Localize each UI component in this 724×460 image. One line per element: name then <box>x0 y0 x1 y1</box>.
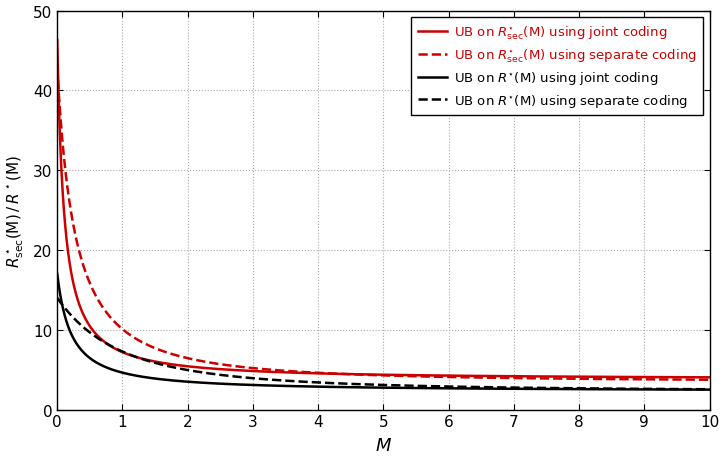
UB on $R^{\star}({\rm M})$ using joint coding <box>476 386 485 391</box>
UB on $R^{\star}({\rm M})$ using separate coding <box>53 295 62 301</box>
UB on $R^{\star}({\rm M})$ using joint coding <box>53 271 62 277</box>
Line: UB on $R^{\star}_{\rm sec}({\rm M})$ using separate coding: UB on $R^{\star}_{\rm sec}({\rm M})$ usi… <box>57 67 709 380</box>
UB on $R^{\star}_{\rm sec}({\rm M})$ using separate coding <box>302 369 311 375</box>
X-axis label: M: M <box>375 437 391 454</box>
UB on $R^{\star}_{\rm sec}({\rm M})$ using joint coding <box>704 375 713 380</box>
UB on $R^{\star}({\rm M})$ using joint coding <box>444 386 452 391</box>
Y-axis label: $R^\star_{\rm sec}({\rm M})\,/\,R^\star({\rm M})$: $R^\star_{\rm sec}({\rm M})\,/\,R^\star(… <box>6 154 26 267</box>
Line: UB on $R^{\star}({\rm M})$ using separate coding: UB on $R^{\star}({\rm M})$ using separat… <box>57 298 709 390</box>
UB on $R^{\star}_{\rm sec}({\rm M})$ using joint coding <box>539 374 548 379</box>
UB on $R^{\star}_{\rm sec}({\rm M})$ using joint coding <box>476 374 485 379</box>
UB on $R^{\star}_{\rm sec}({\rm M})$ using separate coding <box>476 375 485 380</box>
UB on $R^{\star}({\rm M})$ using joint coding <box>302 384 311 389</box>
UB on $R^{\star}({\rm M})$ using joint coding <box>589 386 597 392</box>
UB on $R^{\star}_{\rm sec}({\rm M})$ using separate coding <box>444 374 452 380</box>
UB on $R^{\star}({\rm M})$ using separate coding <box>589 386 597 391</box>
UB on $R^{\star}({\rm M})$ using separate coding <box>704 387 713 392</box>
UB on $R^{\star}({\rm M})$ using separate coding <box>302 380 311 385</box>
UB on $R^{\star}({\rm M})$ using joint coding <box>171 378 180 384</box>
UB on $R^{\star}_{\rm sec}({\rm M})$ using separate coding <box>171 352 180 358</box>
UB on $R^{\star}_{\rm sec}({\rm M})$ using separate coding <box>704 377 713 383</box>
UB on $R^{\star}_{\rm sec}({\rm M})$ using joint coding <box>444 373 452 379</box>
UB on $R^{\star}_{\rm sec}({\rm M})$ using joint coding <box>302 370 311 376</box>
UB on $R^{\star}({\rm M})$ using separate coding <box>444 384 452 390</box>
UB on $R^{\star}({\rm M})$ using separate coding <box>539 385 548 391</box>
UB on $R^{\star}({\rm M})$ using separate coding <box>171 365 180 371</box>
UB on $R^{\star}_{\rm sec}({\rm M})$ using separate coding <box>589 376 597 382</box>
UB on $R^{\star}_{\rm sec}({\rm M})$ using joint coding <box>171 362 180 368</box>
UB on $R^{\star}({\rm M})$ using separate coding <box>476 385 485 390</box>
UB on $R^{\star}_{\rm sec}({\rm M})$ using separate coding <box>539 376 548 381</box>
Line: UB on $R^{\star}({\rm M})$ using joint coding: UB on $R^{\star}({\rm M})$ using joint c… <box>57 274 709 390</box>
UB on $R^{\star}_{\rm sec}({\rm M})$ using separate coding <box>53 64 62 70</box>
UB on $R^{\star}({\rm M})$ using joint coding <box>704 387 713 392</box>
Legend: UB on $R^{\star}_{\rm sec}({\rm M})$ using joint coding, UB on $R^{\star}_{\rm s: UB on $R^{\star}_{\rm sec}({\rm M})$ usi… <box>411 18 702 116</box>
Line: UB on $R^{\star}_{\rm sec}({\rm M})$ using joint coding: UB on $R^{\star}_{\rm sec}({\rm M})$ usi… <box>57 41 709 378</box>
UB on $R^{\star}_{\rm sec}({\rm M})$ using joint coding <box>589 374 597 379</box>
UB on $R^{\star}_{\rm sec}({\rm M})$ using joint coding <box>53 38 62 44</box>
UB on $R^{\star}({\rm M})$ using joint coding <box>539 386 548 392</box>
